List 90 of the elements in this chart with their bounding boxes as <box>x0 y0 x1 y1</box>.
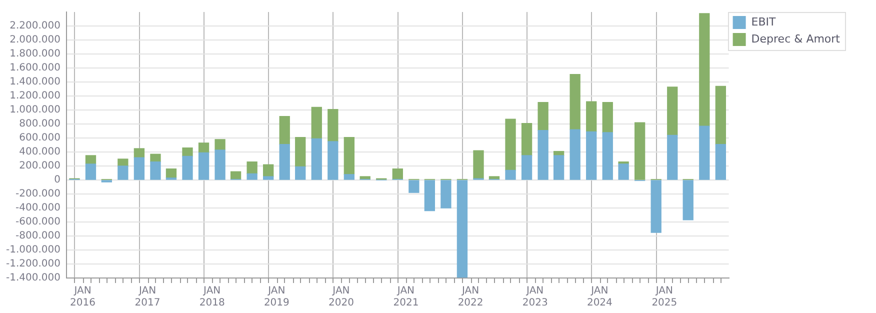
bar <box>667 134 678 180</box>
bar <box>505 118 516 171</box>
bar <box>618 164 629 180</box>
bar <box>134 157 145 180</box>
bar <box>505 170 516 180</box>
bar <box>328 141 338 180</box>
legend-label: EBIT <box>751 15 776 28</box>
bar <box>682 180 694 220</box>
bar <box>311 138 322 180</box>
bar <box>473 150 484 179</box>
bar <box>424 180 436 212</box>
y-tick-label: 800.000 <box>19 118 60 130</box>
bar <box>230 171 242 180</box>
x-tick-label: JAN 2019 <box>264 286 290 309</box>
x-tick-label: JAN 2018 <box>199 286 225 309</box>
y-tick-label: 0 <box>54 174 60 186</box>
y-tick-label: 1.000.000 <box>10 104 60 116</box>
bar <box>279 116 290 145</box>
bar <box>263 176 274 180</box>
bar <box>328 108 338 142</box>
bar <box>118 158 128 166</box>
x-tick-label: JAN 2020 <box>328 286 354 309</box>
y-tick-label: -200.000 <box>16 188 60 200</box>
bar <box>134 148 145 158</box>
bar <box>570 129 580 180</box>
bar <box>118 166 128 180</box>
y-tick-label: 1.600.000 <box>10 62 60 74</box>
x-tick-label: JAN 2017 <box>134 286 160 309</box>
x-tick-label: JAN 2022 <box>458 286 484 309</box>
bar <box>715 86 726 145</box>
bar <box>344 174 355 180</box>
x-tick-label: JAN 2023 <box>522 286 548 309</box>
y-tick-label: -1.400.000 <box>6 272 60 284</box>
y-tick-label: 1.400.000 <box>10 76 60 88</box>
bar <box>667 86 678 136</box>
bar <box>699 13 710 126</box>
y-tick-label: -600.000 <box>16 216 60 228</box>
bar <box>521 122 532 156</box>
bar <box>150 154 161 162</box>
bar <box>150 161 161 180</box>
y-tick-label: -400.000 <box>16 202 60 214</box>
x-tick-label: JAN 2025 <box>652 286 678 309</box>
bar <box>456 180 468 278</box>
y-tick-label: 1.800.000 <box>10 48 60 60</box>
bar <box>85 155 96 164</box>
y-tick-label: 400.000 <box>19 146 60 158</box>
bar <box>650 180 662 233</box>
bar <box>392 168 403 180</box>
bar <box>586 101 597 132</box>
bar <box>521 155 532 180</box>
bar <box>198 142 210 154</box>
bar <box>586 131 597 180</box>
bar <box>263 164 274 177</box>
y-tick-label: -1.000.000 <box>6 244 60 256</box>
bar <box>182 156 193 180</box>
bar <box>634 122 646 180</box>
bar <box>166 168 177 178</box>
legend-label: Deprec & Amort <box>751 32 841 46</box>
bar <box>570 74 580 130</box>
bar <box>295 166 306 180</box>
bar <box>344 136 355 175</box>
bar <box>279 144 290 180</box>
y-tick-label: 2.000.000 <box>10 34 60 46</box>
bar <box>699 126 710 180</box>
bar <box>214 150 226 180</box>
x-tick-label: JAN 2021 <box>393 286 419 309</box>
bar <box>553 155 564 180</box>
y-tick-label: 200.000 <box>19 160 60 172</box>
bar <box>715 144 726 180</box>
bar <box>198 152 210 180</box>
bar <box>538 102 548 131</box>
y-tick-label: 1.200.000 <box>10 90 60 102</box>
y-tick-label: 2.200.000 <box>10 20 60 32</box>
bar <box>295 136 306 168</box>
bar <box>182 147 193 157</box>
bar <box>246 173 258 180</box>
bar <box>246 161 258 174</box>
x-tick-label: JAN 2016 <box>70 286 96 309</box>
bar <box>538 130 548 180</box>
bar <box>214 139 226 150</box>
bar <box>440 180 452 208</box>
bar <box>85 164 96 180</box>
bar <box>602 102 613 133</box>
y-tick-label: 600.000 <box>19 132 60 144</box>
x-tick-label: JAN 2024 <box>586 286 612 309</box>
y-tick-label: -800.000 <box>16 230 60 242</box>
y-tick-label: -1.200.000 <box>6 258 60 270</box>
bar <box>408 180 420 193</box>
bar <box>602 132 613 180</box>
bar <box>311 106 322 140</box>
